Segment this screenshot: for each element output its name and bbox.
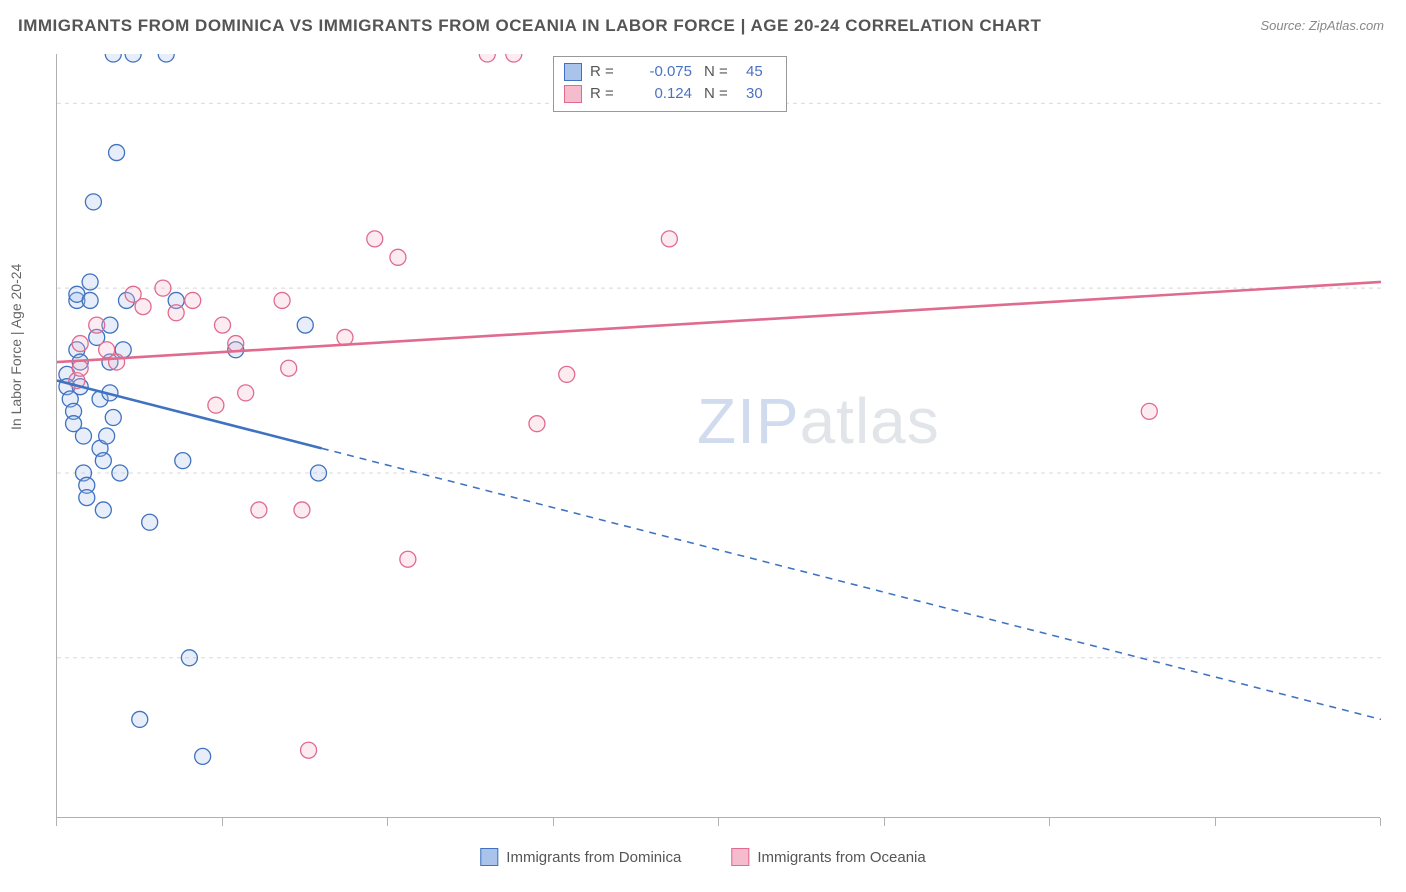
legend-label: Immigrants from Oceania (757, 849, 925, 866)
stats-swatch (564, 85, 582, 103)
stats-r-label: R = (590, 61, 624, 83)
chart-title: IMMIGRANTS FROM DOMINICA VS IMMIGRANTS F… (18, 16, 1041, 36)
x-tick-mark (718, 818, 719, 826)
stats-r-value: -0.075 (632, 61, 692, 83)
x-tick-mark (1049, 818, 1050, 826)
stats-row-oceania: R = 0.124 N = 30 (564, 83, 776, 105)
plot-area: ZIPatlas R =-0.075N =45R =0.124N =30 (56, 54, 1380, 818)
x-tick-mark (387, 818, 388, 826)
stats-row-dominica: R = -0.075 N = 45 (564, 61, 776, 83)
y-axis-label: In Labor Force | Age 20-24 (8, 264, 24, 430)
x-tick-mark (1380, 818, 1381, 826)
legend-item-dominica: Immigrants from Dominica (480, 848, 681, 866)
x-tick-mark (553, 818, 554, 826)
stats-r-label: R = (590, 83, 624, 105)
stats-r-value: 0.124 (632, 83, 692, 105)
correlation-stats-legend: R = -0.075 N = 45 R = 0.124 N = 30 (553, 56, 787, 112)
scatter-plot-svg (57, 54, 1381, 818)
chart-container: IMMIGRANTS FROM DOMINICA VS IMMIGRANTS F… (0, 0, 1406, 892)
stats-n-value: 30 (746, 83, 776, 105)
x-tick-mark (884, 818, 885, 826)
stats-n-value: 45 (746, 61, 776, 83)
x-tick-mark (222, 818, 223, 826)
stats-n-label: N = (704, 83, 738, 105)
legend-label: Immigrants from Dominica (506, 849, 681, 866)
series-legend: Immigrants from Dominica Immigrants from … (480, 848, 925, 866)
legend-swatch (480, 848, 498, 866)
legend-swatch (731, 848, 749, 866)
x-tick-mark (56, 818, 57, 826)
stats-swatch (564, 63, 582, 81)
source-attribution: Source: ZipAtlas.com (1260, 18, 1384, 33)
legend-item-oceania: Immigrants from Oceania (731, 848, 925, 866)
x-tick-mark (1215, 818, 1216, 826)
stats-n-label: N = (704, 61, 738, 83)
